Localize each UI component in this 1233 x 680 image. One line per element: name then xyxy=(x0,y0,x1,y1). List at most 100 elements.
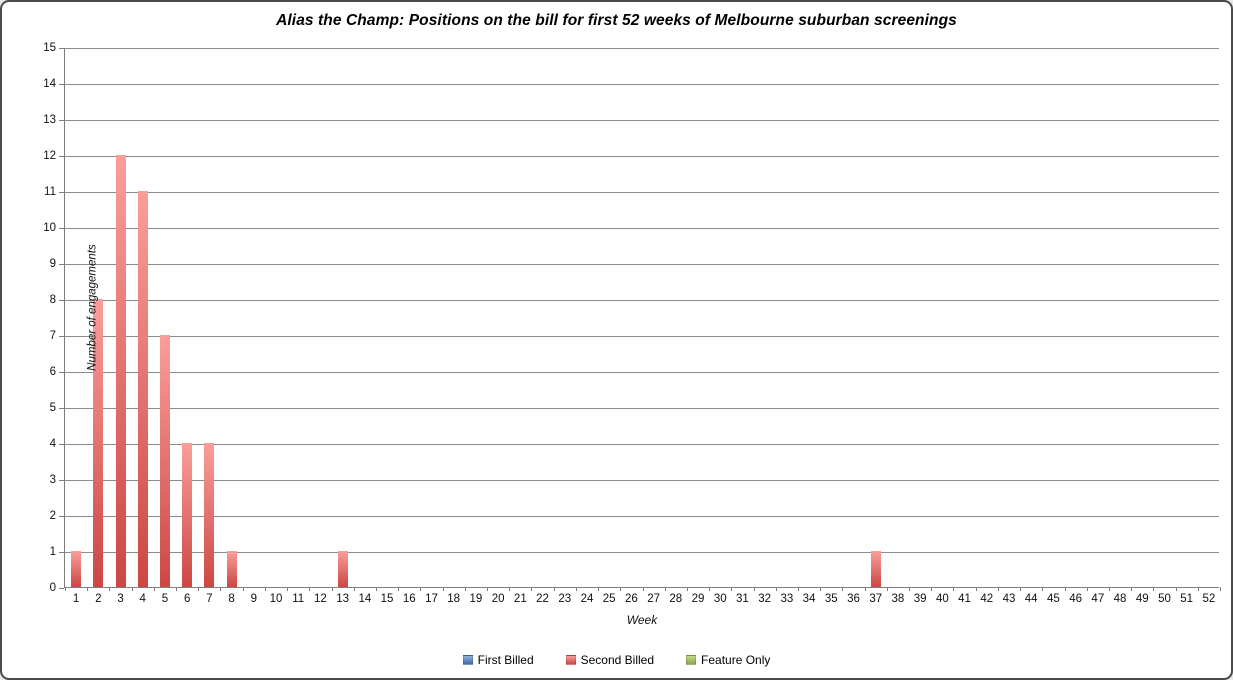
legend-swatch-second-billed xyxy=(565,655,576,665)
x-axis-tick xyxy=(264,587,266,591)
legend-label: Second Billed xyxy=(580,653,655,667)
x-tick-label: 21 xyxy=(513,593,527,605)
x-axis-tick xyxy=(309,587,311,591)
gridline xyxy=(65,480,1219,481)
x-axis-tick xyxy=(1220,587,1221,591)
bar xyxy=(204,443,215,587)
gridline xyxy=(65,84,1219,85)
x-axis-tick xyxy=(464,587,466,591)
y-axis-tick xyxy=(59,372,64,373)
legend-swatch-feature-only xyxy=(686,655,697,665)
x-axis-tick xyxy=(686,587,688,591)
gridline xyxy=(65,192,1219,193)
y-tick-label: 9 xyxy=(49,258,56,270)
x-axis-tick xyxy=(953,587,955,591)
x-axis-tick xyxy=(398,587,400,591)
x-axis-tick xyxy=(109,587,111,591)
x-tick-label: 29 xyxy=(691,593,705,605)
x-tick-label: 39 xyxy=(913,593,927,605)
x-tick-label: 50 xyxy=(1158,593,1171,605)
x-axis-tick xyxy=(709,587,711,591)
x-axis-tick xyxy=(420,587,422,591)
x-tick-label: 28 xyxy=(669,593,683,605)
x-tick-label: 1 xyxy=(72,593,80,605)
x-tick-label: 33 xyxy=(780,593,794,605)
x-tick-label: 27 xyxy=(647,593,660,605)
x-tick-label: 4 xyxy=(139,593,146,605)
legend-item-feature-only: Feature Only xyxy=(686,653,770,667)
x-tick-label: 9 xyxy=(250,593,257,605)
y-tick-label: 4 xyxy=(49,438,56,450)
bar xyxy=(337,551,348,587)
x-axis-tick xyxy=(598,587,600,591)
x-axis-tick xyxy=(842,587,844,591)
gridline xyxy=(65,120,1219,121)
y-axis-tick xyxy=(59,264,64,265)
x-axis-tick xyxy=(620,587,622,591)
y-tick-label: 0 xyxy=(49,582,56,594)
x-axis-tick xyxy=(1131,587,1133,591)
gridline xyxy=(65,228,1219,229)
x-tick-label: 11 xyxy=(292,593,305,605)
gridline xyxy=(65,48,1219,49)
x-tick-label: 36 xyxy=(847,593,860,605)
x-tick-label: 34 xyxy=(802,593,816,605)
x-axis-tick xyxy=(864,587,866,591)
x-axis-tick xyxy=(153,587,155,591)
x-tick-label: 17 xyxy=(425,593,438,605)
y-axis-tick xyxy=(59,588,64,589)
x-axis-tick xyxy=(1197,587,1199,591)
y-tick-label: 13 xyxy=(43,114,56,126)
x-tick-label: 47 xyxy=(1091,593,1105,605)
x-tick-label: 10 xyxy=(269,593,283,605)
gridline xyxy=(65,264,1219,265)
x-axis-tick xyxy=(509,587,511,591)
x-tick-label: 46 xyxy=(1069,593,1083,605)
bar xyxy=(93,299,104,587)
x-axis-tick xyxy=(886,587,888,591)
x-tick-label: 30 xyxy=(713,593,727,605)
x-axis-tick xyxy=(1064,587,1066,591)
x-tick-label: 49 xyxy=(1135,593,1149,605)
x-axis-tick xyxy=(287,587,289,591)
y-axis-tick xyxy=(59,552,64,553)
y-axis-tick xyxy=(59,120,64,121)
x-tick-label: 14 xyxy=(358,593,372,605)
x-axis-tick xyxy=(1020,587,1022,591)
x-tick-label: 16 xyxy=(402,593,416,605)
x-axis-tick xyxy=(487,587,489,591)
x-tick-label: 24 xyxy=(580,593,594,605)
x-axis-tick xyxy=(797,587,799,591)
x-tick-label: 35 xyxy=(824,593,838,605)
x-axis-tick xyxy=(242,587,244,591)
bar xyxy=(137,191,148,587)
x-axis-tick xyxy=(65,587,66,591)
x-tick-label: 23 xyxy=(558,593,572,605)
x-axis-tick xyxy=(1086,587,1088,591)
y-axis-tick xyxy=(59,336,64,337)
x-axis-tick xyxy=(1042,587,1044,591)
x-tick-label: 31 xyxy=(736,593,749,605)
x-tick-label: 6 xyxy=(183,593,191,605)
x-axis-tick xyxy=(131,587,133,591)
y-axis-tick xyxy=(59,516,64,517)
y-tick-label: 1 xyxy=(49,546,56,558)
x-tick-label: 25 xyxy=(602,593,616,605)
x-tick-label: 45 xyxy=(1047,593,1060,605)
x-tick-label: 38 xyxy=(891,593,905,605)
x-axis-tick xyxy=(220,587,222,591)
x-axis-tick xyxy=(664,587,666,591)
x-tick-label: 8 xyxy=(228,593,235,605)
y-tick-label: 10 xyxy=(43,222,56,234)
x-axis-tick xyxy=(1108,587,1110,591)
gridline xyxy=(65,444,1219,445)
x-tick-label: 13 xyxy=(336,593,350,605)
y-axis-tick xyxy=(59,156,64,157)
x-tick-label: 32 xyxy=(758,593,772,605)
y-axis-tick xyxy=(59,228,64,229)
x-axis-tick xyxy=(1175,587,1177,591)
legend: First Billed Second Billed Feature Only xyxy=(2,653,1231,667)
x-tick-label: 37 xyxy=(869,593,883,605)
x-axis-tick xyxy=(531,587,533,591)
